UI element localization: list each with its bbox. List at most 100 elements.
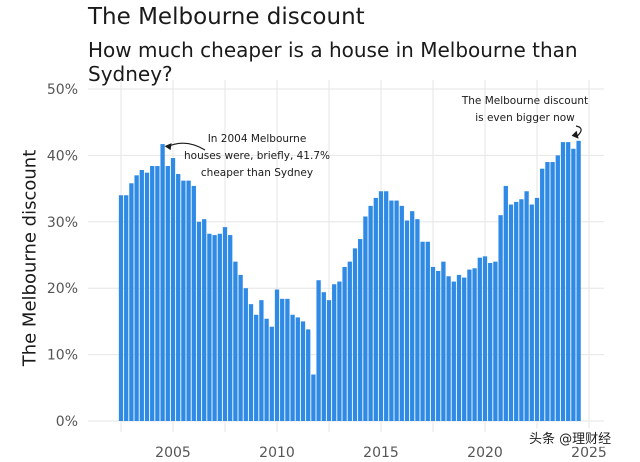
bar: [550, 162, 555, 422]
bar: [300, 321, 306, 421]
bar: [165, 166, 170, 421]
annotation-2004-arrow: [166, 142, 206, 151]
chart-subtitle: How much cheaper is a house in Melbourne…: [88, 38, 578, 86]
bar: [150, 166, 155, 421]
y-tick-label: 30%: [47, 215, 78, 231]
bar: [441, 261, 446, 421]
bar: [566, 142, 571, 421]
bar: [295, 317, 300, 421]
bar: [212, 235, 217, 421]
bar: [358, 239, 363, 421]
watermark: 头条 @理财经: [526, 428, 615, 447]
bar: [545, 162, 550, 422]
bar: [524, 191, 529, 421]
bar: [467, 269, 472, 421]
y-tick-label: 10%: [47, 348, 78, 364]
bar: [540, 168, 545, 421]
bar: [394, 200, 399, 421]
bar: [472, 268, 477, 421]
bar: [560, 142, 566, 421]
x-tick-label: 2020: [467, 445, 503, 461]
bar: [134, 175, 139, 421]
bar: [571, 148, 576, 421]
bar: [384, 191, 389, 421]
bar: [482, 256, 488, 421]
bar: [217, 233, 222, 421]
bar: [477, 257, 482, 421]
bar: [576, 140, 581, 422]
bar: [342, 266, 347, 421]
bar: [274, 289, 280, 421]
bar: [207, 233, 212, 421]
bar: [316, 280, 321, 421]
bar: [186, 180, 191, 421]
y-tick-label: 0%: [56, 414, 78, 430]
bar: [451, 281, 456, 421]
bar: [144, 172, 150, 421]
y-tick-label: 20%: [47, 281, 78, 297]
bar: [254, 314, 259, 421]
bar: [488, 262, 493, 421]
bar: [415, 219, 420, 421]
bar: [337, 281, 342, 421]
bar: [280, 298, 285, 421]
bar: [264, 318, 269, 421]
bar: [555, 155, 560, 421]
annotation-now-arrow: [575, 125, 582, 138]
bar: [534, 197, 540, 421]
bar: [498, 215, 503, 421]
bar: [368, 205, 373, 421]
annotation-2004-arrowhead: [164, 143, 172, 151]
annotation-now-text: The Melbourne discount: [461, 95, 588, 107]
bar: [347, 261, 352, 421]
bar: [378, 191, 384, 421]
bar: [404, 220, 410, 421]
x-tick-label: 2010: [259, 445, 295, 461]
bar: [124, 195, 129, 421]
x-tick-label: 2015: [363, 445, 399, 461]
bar: [399, 205, 404, 421]
bar: [503, 185, 508, 421]
bar: [508, 204, 514, 421]
bar: [373, 197, 378, 421]
bar: [129, 183, 134, 421]
bar: [202, 219, 207, 421]
bar: [306, 329, 311, 421]
bar: [191, 185, 196, 421]
bar: [321, 292, 326, 421]
bar: [519, 199, 524, 421]
bar: [529, 204, 534, 421]
bar: [243, 288, 248, 421]
bar: [420, 241, 425, 421]
bar: [222, 227, 228, 421]
annotation-2004-text: houses were, briefly, 41.7%: [184, 150, 330, 162]
bar: [326, 300, 332, 421]
bar: [259, 300, 264, 421]
bar: [118, 195, 124, 421]
bar: [352, 248, 358, 421]
bar: [155, 166, 160, 421]
y-tick-label: 50%: [47, 82, 78, 98]
bar: [462, 277, 467, 421]
bar: [332, 284, 337, 421]
bar: [269, 326, 274, 421]
bar: [430, 266, 436, 421]
bar: [233, 261, 238, 421]
x-tick-label: 2005: [155, 445, 191, 461]
bar: [436, 270, 441, 421]
bar: [139, 170, 144, 421]
x-tick-label: 2025: [571, 445, 607, 461]
bar: [285, 298, 290, 421]
bar: [176, 173, 181, 421]
bar: [238, 274, 243, 421]
bar: [410, 211, 415, 421]
bar: [425, 241, 430, 421]
annotation-now-text: is even bigger now: [475, 112, 575, 124]
bar: [248, 304, 254, 421]
bar: [493, 261, 498, 421]
annotation-2004-text: In 2004 Melbourne: [208, 133, 307, 145]
bar: [389, 200, 394, 421]
bar: [228, 235, 233, 421]
chart-title: The Melbourne discount: [88, 4, 365, 30]
